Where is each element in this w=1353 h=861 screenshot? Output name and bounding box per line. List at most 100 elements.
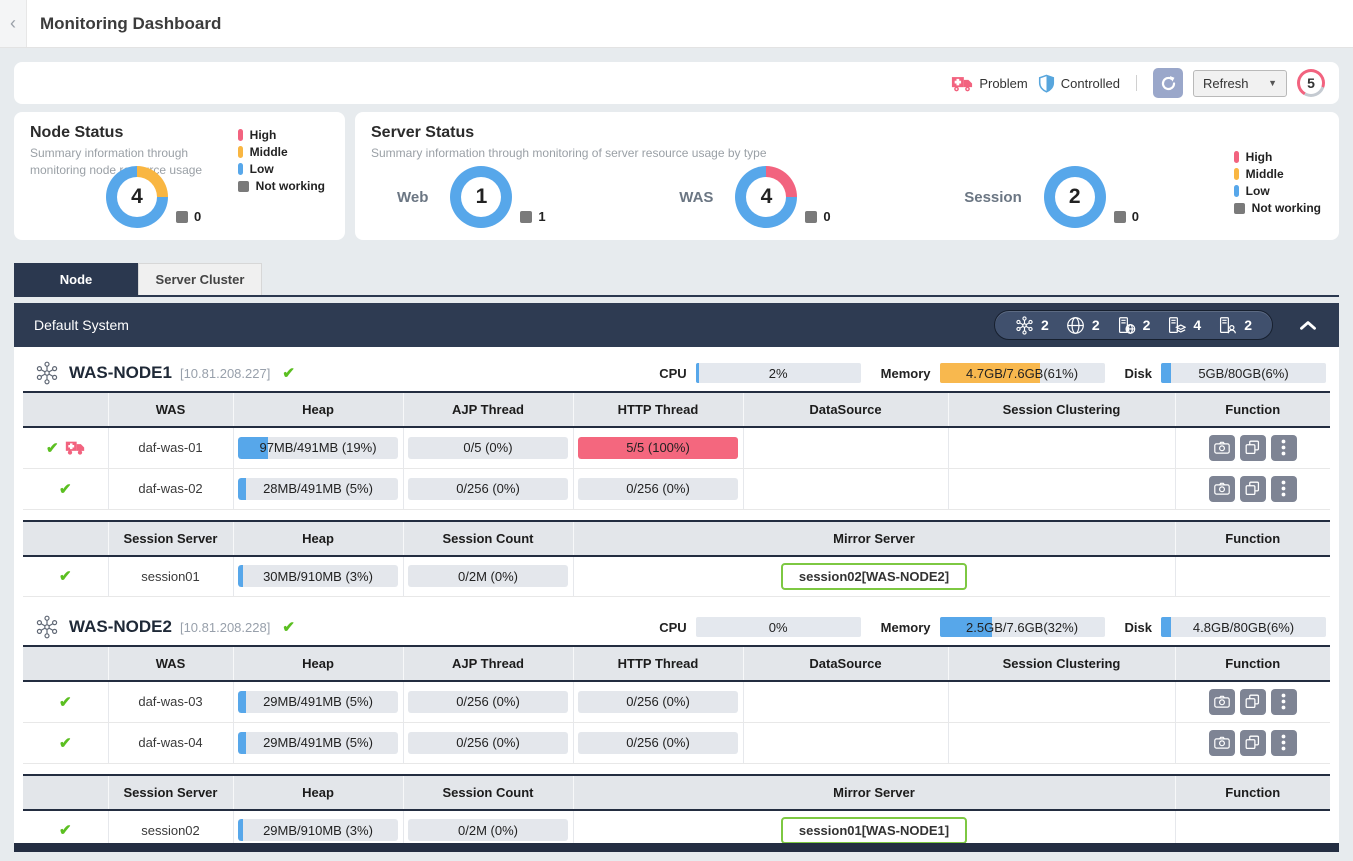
node-status-title: Node Status [30,124,124,141]
kebab-menu-button[interactable] [1270,729,1297,756]
copy-button[interactable] [1239,729,1266,756]
toolbar: Problem Controlled Refresh ▼ 5 [14,62,1339,104]
problem-label: Problem [979,75,1028,91]
clustering-cell [947,681,1175,723]
http-column-header: HTTP Thread [572,646,743,682]
cpu-value: 0% [768,619,788,635]
system-bar: Default System 2 2 [14,303,1339,347]
table-row: ✔ daf-was-03 29MB/491MB (5%) 0/256 (0%) … [23,681,1330,723]
caret-down-icon: ▼ [1268,78,1277,88]
screenshot-button[interactable] [1208,434,1235,461]
screenshot-button[interactable] [1208,688,1235,715]
was-status-group: WAS 4 0 [679,166,831,228]
mirror-server-column-header: Mirror Server [572,520,1175,557]
collapse-chevron-up-icon[interactable] [1299,319,1317,331]
status-column-header [23,520,108,557]
legend-middle-label: Middle [1245,167,1284,181]
back-button[interactable]: ‹ [0,0,27,47]
session-server-name: session01 [107,555,233,597]
not-working-count: 1 [538,209,546,224]
mirror-server-badge: session01[WAS-NODE1] [780,816,968,844]
web-icon [1066,316,1085,335]
refresh-interval-select[interactable]: Refresh ▼ [1193,69,1287,97]
node-icon [1015,315,1034,335]
server-status-card: Server Status Summary information throug… [355,112,1339,240]
session-server-icon [1218,316,1237,335]
legend-not-working-label: Not working [255,179,325,193]
node-status-donut: 4 [106,166,168,228]
memory-value: 4.7GB/7.6GB(61%) [966,365,1079,381]
was-table: WAS Heap AJP Thread HTTP Thread DataSour… [23,391,1330,510]
session-count-bar: 0/2M (0%) [408,819,568,842]
refresh-countdown-badge: 5 [1297,69,1325,97]
datasource-cell [742,681,948,723]
heap-bar: 30MB/910MB (3%) [238,565,398,588]
countdown-value: 5 [1300,72,1322,94]
status-ok-icon: ✔ [58,693,72,711]
controlled-legend: Controlled [1038,74,1120,93]
kebab-menu-button[interactable] [1270,475,1297,502]
tab-node[interactable]: Node [14,263,138,295]
status-ok-icon: ✔ [45,439,59,457]
legend-not-working-label: Not working [1251,201,1321,215]
status-column-header [23,774,108,811]
disk-value: 4.8GB/80GB(6%) [1192,619,1295,635]
copy-button[interactable] [1239,434,1266,461]
middle-marker [237,146,243,158]
disk-label: Disk [1124,619,1152,635]
table-row: ✔ session01 30MB/910MB (3%) 0/2M (0%) se… [23,555,1330,597]
kebab-menu-button[interactable] [1270,688,1297,715]
session-count-bar: 0/2M (0%) [408,565,568,588]
was-status-donut: 4 [735,166,798,228]
function-column-header: Function [1174,520,1330,557]
session-count-column-header: Session Count [402,774,573,811]
not-working-chip: 1 [520,209,546,224]
mirror-server-badge: session02[WAS-NODE2] [780,562,968,590]
next-section-edge [14,843,1339,852]
low-marker [237,163,243,175]
middle-marker [1233,168,1239,180]
legend-low-label: Low [249,162,274,176]
session-count-column-header: Session Count [402,520,573,557]
ajp-bar: 0/256 (0%) [408,731,568,754]
session-server-count: 2 [1218,316,1252,335]
node-ip: [10.81.208.228] [179,619,271,635]
disk-gauge: Disk 5GB/80GB(6%) [1125,363,1326,383]
screenshot-button[interactable] [1208,729,1235,756]
clustering-column-header: Session Clustering [947,392,1175,428]
high-marker [1233,151,1239,163]
cpu-label: CPU [659,619,687,635]
status-ok-icon: ✔ [58,568,72,586]
session-table: Session Server Heap Session Count Mirror… [23,519,1330,597]
kebab-menu-button[interactable] [1270,434,1297,461]
node-status-card: Node Status Summary information through … [14,112,345,240]
heap-column-header: Heap [232,392,403,428]
memory-gauge: Memory 4.7GB/7.6GB(61%) [881,363,1105,383]
refresh-select-value: Refresh [1203,75,1249,91]
screenshot-button[interactable] [1208,475,1235,502]
not-working-chip: 0 [176,209,201,224]
http-bar: 0/256 (0%) [578,477,738,500]
was-server-icon [1167,316,1187,335]
was-column-header: WAS [107,646,233,682]
http-bar: 0/256 (0%) [578,690,738,713]
refresh-button[interactable] [1153,68,1183,98]
legend-low-label: Low [1245,184,1270,198]
node-icon [35,615,59,639]
shield-icon [1038,74,1055,93]
status-column-header [23,646,108,682]
web-status-donut: 1 [450,166,513,228]
heap-bar: 29MB/491MB (5%) [238,690,398,713]
memory-label: Memory [880,365,931,381]
node-ip: [10.81.208.227] [179,365,271,381]
copy-button[interactable] [1239,688,1266,715]
copy-button[interactable] [1239,475,1266,502]
tab-server-cluster[interactable]: Server Cluster [138,263,262,295]
table-row: ✔ daf-was-04 29MB/491MB (5%) 0/256 (0%) … [23,722,1330,764]
was-name: daf-was-03 [107,681,233,723]
server-status-title: Server Status [371,124,475,141]
was-name: daf-was-01 [107,427,233,469]
http-bar: 5/5 (100%) [578,436,738,459]
legend-middle-label: Middle [249,145,288,159]
tab-bar: Node Server Cluster [14,263,1339,297]
